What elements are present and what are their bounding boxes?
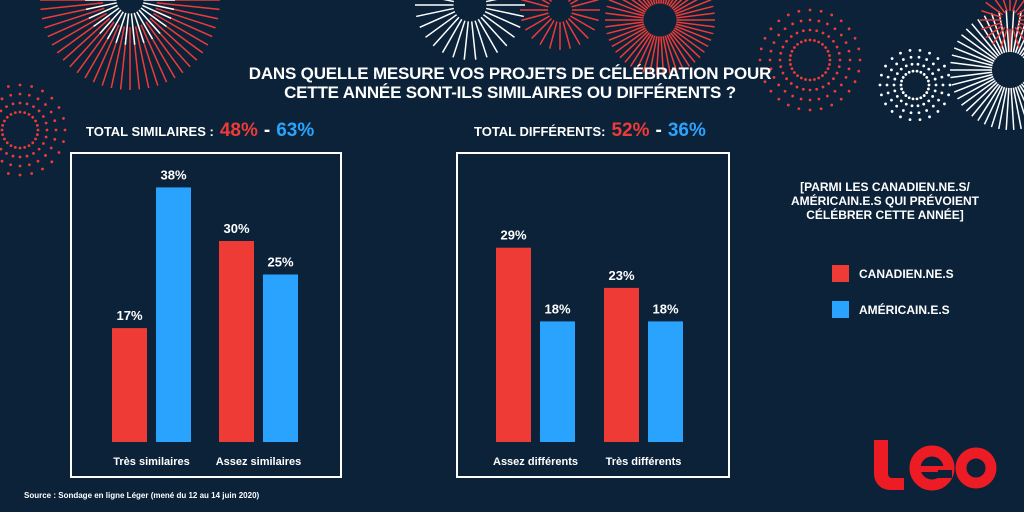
total-similaires: TOTAL SIMILAIRES : 48% - 63% — [86, 120, 314, 142]
note-line: AMÉRICAIN.E.S QUI PRÉVOIENT — [790, 194, 980, 208]
separator: - — [263, 120, 271, 141]
bar — [156, 187, 191, 442]
bar — [263, 274, 298, 442]
total-canada: 48% — [219, 120, 258, 141]
data-label: 17% — [116, 308, 142, 323]
bar — [648, 321, 683, 442]
total-differents: TOTAL DIFFÉRENTS: 52% - 36% — [474, 120, 706, 142]
category-label: Très différents — [606, 456, 682, 468]
title-line: CETTE ANNÉE SONT-ILS SIMILAIRES OU DIFFÉ… — [284, 83, 736, 102]
data-label: 23% — [608, 268, 634, 283]
total-canada: 52% — [611, 120, 650, 141]
bar — [219, 241, 254, 442]
title-line: DANS QUELLE MESURE VOS PROJETS DE CÉLÉBR… — [248, 64, 772, 83]
bar — [112, 328, 147, 442]
data-label: 38% — [160, 167, 186, 182]
bar — [604, 287, 639, 442]
data-label: 18% — [544, 301, 570, 316]
category-label: Très similaires — [113, 456, 189, 468]
total-usa: 36% — [667, 120, 706, 141]
separator: - — [655, 120, 662, 141]
legend-label: AMÉRICAIN.E.S — [859, 302, 950, 317]
note-line: [PARMI LES CANADIEN.NE.S/ — [800, 180, 970, 194]
legend-swatch — [832, 265, 849, 282]
legend-swatch — [832, 301, 849, 318]
note-line: CÉLÉBRER CETTE ANNÉE] — [806, 208, 964, 222]
total-label: TOTAL DIFFÉRENTS: — [474, 124, 606, 139]
bar — [496, 247, 531, 442]
source-note: Source : Sondage en ligne Léger (mené du… — [24, 491, 260, 500]
category-label: Assez similaires — [216, 456, 302, 468]
data-label: 29% — [500, 228, 526, 243]
page-title: DANS QUELLE MESURE VOS PROJETS DE CÉLÉBR… — [200, 64, 820, 102]
legend-canada: CANADIEN.NE.S — [832, 265, 954, 282]
total-usa: 63% — [276, 120, 315, 141]
leo-logo — [874, 440, 997, 491]
population-note: [PARMI LES CANADIEN.NE.S/ AMÉRICAIN.E.S … — [780, 180, 990, 222]
total-label: TOTAL SIMILAIRES : — [86, 124, 214, 139]
chart-box-similaires — [70, 152, 342, 478]
legend-label: CANADIEN.NE.S — [859, 266, 954, 281]
category-label: Assez différents — [493, 456, 578, 468]
data-label: 30% — [223, 221, 249, 236]
chart-box-differents — [456, 152, 730, 478]
bar — [540, 321, 575, 442]
legend-usa: AMÉRICAIN.E.S — [832, 301, 950, 318]
data-label: 18% — [652, 301, 678, 316]
data-label: 25% — [267, 255, 293, 270]
